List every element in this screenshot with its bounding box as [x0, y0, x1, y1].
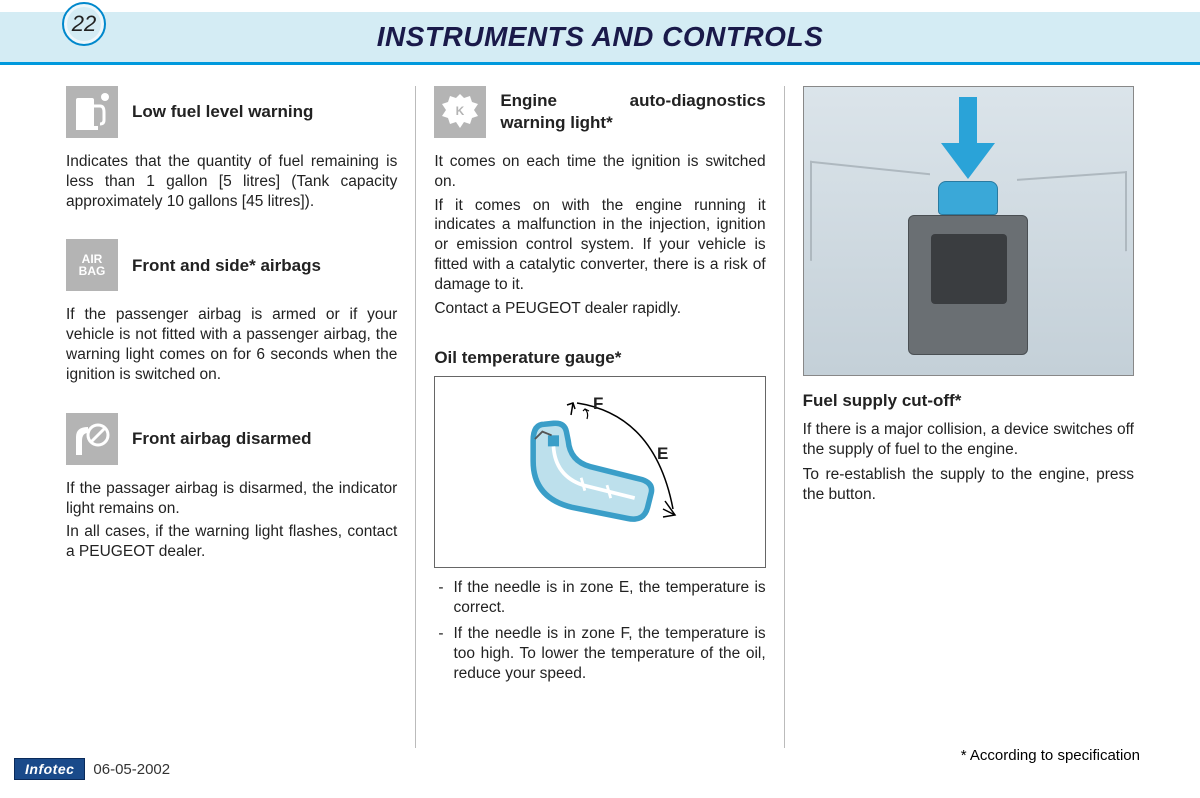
engine-diag-p3: Contact a PEUGEOT dealer rapidly.	[434, 299, 765, 319]
oil-temp-bullet2: If the needle is in zone F, the temperat…	[454, 624, 766, 683]
airbag-front-side-body: If the passenger airbag is armed or if y…	[66, 305, 397, 384]
engine-diag-icon: K	[434, 86, 486, 138]
airbag-disarmed-body1: If the passager airbag is disarmed, the …	[66, 479, 397, 519]
footer-date: 06-05-2002	[93, 761, 170, 778]
section-low-fuel: Low fuel level warning Indicates that th…	[66, 86, 397, 211]
airbag-disarmed-icon	[66, 413, 118, 465]
low-fuel-body: Indicates that the quantity of fuel rema…	[66, 152, 397, 211]
oil-temp-title: Oil temperature gauge*	[434, 347, 765, 369]
column-3: Fuel supply cut-off* If there is a major…	[784, 86, 1152, 748]
footnote: * According to specification	[961, 747, 1140, 764]
fuel-cutoff-p2: To re-establish the supply to the engine…	[803, 465, 1134, 505]
oil-temp-bullet1: If the needle is in zone E, the temperat…	[454, 578, 766, 618]
arrow-down-icon	[941, 97, 995, 183]
fuel-pump-icon	[66, 86, 118, 138]
section-engine-diag: K Engine auto-diagnostics warning light*…	[434, 86, 765, 319]
airbag-front-side-title: Front and side* airbags	[132, 255, 321, 277]
engine-diag-p2: If it comes on with the engine running i…	[434, 196, 765, 295]
header-underline	[0, 62, 1200, 65]
page-number: 22	[72, 11, 96, 37]
footer: Infotec 06-05-2002	[14, 758, 170, 780]
fuel-cutoff-title: Fuel supply cut-off*	[803, 390, 1134, 412]
airbag-icon: AIR BAG	[66, 239, 118, 291]
low-fuel-title: Low fuel level warning	[132, 101, 313, 123]
gauge-label-e: E	[657, 443, 668, 465]
page-title: INSTRUMENTS AND CONTROLS	[0, 21, 1200, 53]
column-1: Low fuel level warning Indicates that th…	[48, 86, 415, 748]
oil-temp-diagram: F E	[434, 376, 765, 568]
fuel-cutoff-image	[803, 86, 1134, 376]
airbag-disarmed-title: Front airbag disarmed	[132, 428, 311, 450]
svg-text:K: K	[456, 104, 465, 118]
section-airbag-disarmed: Front airbag disarmed If the passager ai…	[66, 413, 397, 562]
airbag-icon-line2: BAG	[79, 265, 106, 278]
engine-diag-p1: It comes on each time the ignition is sw…	[434, 152, 765, 192]
oil-temp-bullets: If the needle is in zone E, the temperat…	[434, 578, 765, 683]
engine-block	[908, 215, 1028, 355]
content-columns: Low fuel level warning Indicates that th…	[48, 86, 1152, 748]
gauge-label-f: F	[593, 393, 603, 415]
fuel-cutoff-p1: If there is a major collision, a device …	[803, 420, 1134, 460]
cutoff-button-cap	[938, 181, 998, 215]
engine-diag-title: Engine auto-diagnostics warning light*	[500, 90, 765, 134]
page-number-badge: 22	[62, 2, 106, 46]
column-2: K Engine auto-diagnostics warning light*…	[415, 86, 783, 748]
section-airbag-front-side: AIR BAG Front and side* airbags If the p…	[66, 239, 397, 384]
header-bar: 22 INSTRUMENTS AND CONTROLS	[0, 12, 1200, 62]
infotec-badge: Infotec	[14, 758, 85, 780]
airbag-disarmed-body2: In all cases, if the warning light flash…	[66, 522, 397, 562]
